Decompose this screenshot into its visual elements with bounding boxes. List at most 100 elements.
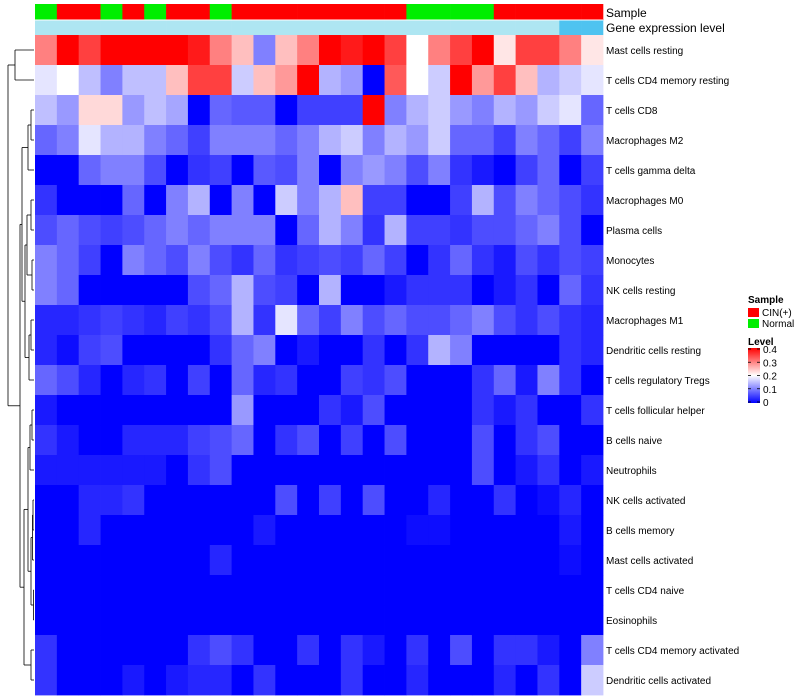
row-label: Mast cells activated	[606, 556, 693, 567]
heatmap-cell	[297, 425, 320, 456]
heatmap-cell	[144, 95, 167, 126]
heatmap-cell	[362, 335, 385, 366]
heatmap-cell	[100, 455, 123, 486]
heatmap-cell	[406, 425, 429, 456]
heatmap-cell	[56, 485, 80, 516]
heatmap-cell	[428, 305, 451, 336]
heatmap-cell	[493, 185, 517, 216]
heatmap-cell	[537, 485, 560, 516]
heatmap-cell	[297, 125, 320, 156]
heatmap-cell	[100, 425, 123, 456]
heatmap-cell	[559, 185, 582, 216]
heatmap-cell	[231, 125, 254, 156]
heatmap-cell	[319, 365, 342, 396]
gene-expression-annotation-cell	[100, 20, 123, 35]
heatmap-cell	[340, 35, 364, 66]
heatmap-cell	[100, 185, 123, 216]
heatmap-cell	[297, 575, 320, 606]
heatmap-cell	[362, 395, 385, 426]
heatmap-cell	[122, 335, 145, 366]
sample-annotation-cell	[559, 4, 582, 20]
heatmap-cell	[406, 665, 429, 696]
heatmap-cell	[187, 125, 211, 156]
heatmap-cell	[319, 605, 342, 636]
heatmap-cell	[297, 515, 320, 546]
heatmap-cell	[406, 245, 429, 276]
heatmap-cell	[471, 155, 495, 186]
sample-annotation-cell	[384, 4, 407, 20]
heatmap-cell	[122, 155, 145, 186]
sample-annotation-cell	[428, 4, 451, 20]
heatmap-cell	[581, 515, 604, 546]
heatmap-cell	[406, 305, 429, 336]
heatmap-cell	[450, 245, 473, 276]
row-label: NK cells activated	[606, 496, 685, 507]
heatmap-cell	[275, 635, 298, 666]
heatmap-cell	[340, 215, 364, 246]
heatmap-cell	[471, 485, 495, 516]
sample-annotation-cell	[471, 4, 495, 20]
sample-annotation-cell	[144, 4, 167, 20]
gene-expression-annotation-cell	[537, 20, 560, 35]
heatmap-cell	[231, 365, 254, 396]
heatmap-cell	[275, 575, 298, 606]
heatmap-cell	[406, 275, 429, 306]
heatmap-cell	[78, 335, 101, 366]
heatmap-cell	[166, 485, 189, 516]
heatmap-cell	[56, 575, 80, 606]
heatmap-cell	[428, 245, 451, 276]
heatmap-cell	[515, 545, 538, 576]
heatmap-cell	[253, 335, 276, 366]
heatmap-cell	[428, 515, 451, 546]
heatmap-cell	[515, 665, 538, 696]
heatmap-cell	[319, 65, 342, 96]
heatmap-cell	[362, 65, 385, 96]
sample-annotation-cell	[100, 4, 123, 20]
gene-expression-annotation-cell	[297, 20, 320, 35]
heatmap-cell	[209, 215, 233, 246]
heatmap-cell	[384, 335, 407, 366]
heatmap-cell	[428, 275, 451, 306]
heatmap-cell	[537, 275, 560, 306]
heatmap-cell	[471, 665, 495, 696]
heatmap-cell	[450, 425, 473, 456]
heatmap-cell	[559, 65, 582, 96]
heatmap-cell	[209, 275, 233, 306]
legend-level-ticks: 0.4 0.3 0.2 0.1 0	[748, 345, 777, 409]
heatmap-cell	[144, 155, 167, 186]
heatmap-cell	[253, 95, 276, 126]
heatmap-cell	[581, 155, 604, 186]
heatmap-cell	[122, 305, 145, 336]
heatmap-cell	[144, 425, 167, 456]
heatmap-cell	[166, 125, 189, 156]
heatmap-cell	[362, 125, 385, 156]
heatmap-cell	[297, 545, 320, 576]
heatmap-cell	[209, 545, 233, 576]
heatmap-cell	[384, 485, 407, 516]
heatmap-cell	[493, 155, 517, 186]
heatmap-cell	[187, 545, 211, 576]
gene-expression-annotation-cell	[515, 20, 538, 35]
heatmap-cell	[56, 425, 80, 456]
heatmap-cell	[493, 635, 517, 666]
heatmap-cell	[253, 545, 276, 576]
sample-annotation-cell	[340, 4, 363, 20]
heatmap-cell	[144, 605, 167, 636]
heatmap-cell	[100, 275, 123, 306]
heatmap-cell	[35, 245, 58, 276]
heatmap-cell	[166, 455, 189, 486]
heatmap-cell	[319, 245, 342, 276]
heatmap-cell	[319, 125, 342, 156]
heatmap-cell	[253, 395, 276, 426]
column-annotations	[35, 4, 604, 35]
heatmap-cell	[122, 245, 145, 276]
heatmap-cell	[406, 395, 429, 426]
heatmap-cell	[78, 185, 101, 216]
heatmap-cell	[537, 95, 560, 126]
heatmap-cell	[340, 275, 364, 306]
heatmap-cell	[450, 275, 473, 306]
heatmap-cell	[581, 365, 604, 396]
heatmap-cell	[253, 575, 276, 606]
heatmap-cell	[515, 485, 538, 516]
heatmap-cell	[56, 185, 80, 216]
